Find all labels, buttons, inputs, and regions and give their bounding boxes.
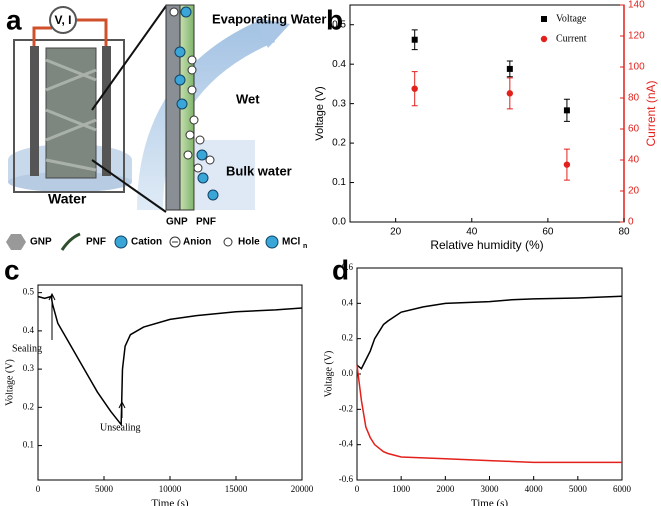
panel-label: d xyxy=(332,254,349,285)
x-tick-label: 15000 xyxy=(225,484,248,494)
legend-label: Voltage xyxy=(556,13,587,24)
y-tick-label: 0.0 xyxy=(332,217,346,228)
x-tick-label: 60 xyxy=(542,227,554,238)
water-label: Water xyxy=(48,191,87,207)
legend-label: Hole xyxy=(238,237,260,248)
point xyxy=(506,65,513,72)
x-axis-label: Time (s) xyxy=(151,498,189,506)
strip-label: GNP xyxy=(166,217,188,228)
x-tick-label: 1000 xyxy=(392,484,411,494)
line-series xyxy=(37,295,303,427)
y-axis-label: Voltage (V) xyxy=(314,86,326,140)
x-tick-label: 3000 xyxy=(481,484,500,494)
y2-tick-label: 80 xyxy=(628,93,640,104)
y-tick-label: -0.4 xyxy=(339,439,354,449)
legend-label: Anion xyxy=(183,237,211,248)
meter-label: V, I xyxy=(55,13,72,27)
y2-tick-label: 0 xyxy=(628,217,634,228)
y-tick-label: 0.4 xyxy=(332,59,346,70)
y2-tick-label: 60 xyxy=(628,124,640,135)
y2-tick-label: 140 xyxy=(628,0,645,11)
point xyxy=(506,90,514,97)
y-tick-label: 0.2 xyxy=(342,333,353,343)
y-tick-label: 0.5 xyxy=(23,287,35,297)
panel-label: c xyxy=(4,254,20,285)
legend-label: MCl xyxy=(282,237,301,248)
y-tick-label: 0.6 xyxy=(342,262,354,272)
y2-tick-label: 100 xyxy=(628,62,645,73)
x-tick-label: 5000 xyxy=(569,484,588,494)
annotation: Sealing xyxy=(12,343,42,354)
x-tick-label: 20 xyxy=(390,227,402,238)
x-tick-label: 80 xyxy=(618,227,630,238)
y-tick-label: 0.0 xyxy=(342,368,354,378)
legend-label: Cation xyxy=(131,237,162,248)
x-tick-label: 20000 xyxy=(291,484,314,494)
x-tick-label: 2000 xyxy=(436,484,455,494)
y-tick-label: 0.4 xyxy=(342,297,354,307)
x-tick-label: 0 xyxy=(355,484,360,494)
line-series xyxy=(356,365,622,464)
x-tick-label: 4000 xyxy=(525,484,544,494)
point xyxy=(563,107,570,114)
chart: 0 1000 2000 3000 4000 5000 6000 -0.6 -0.4 -0.2 0.0… xyxy=(323,262,631,506)
y-tick-label: 0.1 xyxy=(332,177,346,188)
y-tick-label: 0.3 xyxy=(332,98,346,109)
point xyxy=(411,36,418,43)
x-tick-label: 40 xyxy=(466,227,478,238)
legend-subscript: n xyxy=(303,243,307,250)
x-tick-label: 10000 xyxy=(159,484,182,494)
plot-frame xyxy=(356,267,623,481)
panel-label: a xyxy=(6,4,22,35)
y2-tick-label: 20 xyxy=(628,186,640,197)
legend-label: GNP xyxy=(30,237,52,248)
legend-label: PNF xyxy=(86,237,106,248)
label: Wet xyxy=(236,91,260,106)
y-tick-label: 0.5 xyxy=(332,19,346,30)
diagram: V, I Water Evaporating Water Wet Bulk wa… xyxy=(8,4,326,228)
legend-marker xyxy=(541,16,547,22)
y-axis-label: Voltage (V) xyxy=(4,359,15,406)
line-series xyxy=(356,295,623,370)
y-axis-label: Voltage (V) xyxy=(323,351,334,398)
strip-label: PNF xyxy=(196,217,216,228)
label: Bulk water xyxy=(226,163,292,178)
x-tick-label: 5000 xyxy=(95,484,114,494)
label: Evaporating Water xyxy=(212,11,326,26)
annotation-arrow xyxy=(48,292,56,340)
x-axis-label: Relative humidity (%) xyxy=(430,238,543,252)
point xyxy=(563,161,571,168)
x-tick-label: 6000 xyxy=(613,484,632,494)
y-tick-label: -0.2 xyxy=(339,403,353,413)
legend-marker xyxy=(540,35,548,43)
chart: 0 5000 10000 15000 20000 0.1 0.2 0.3 0.4 0.5 Time … xyxy=(4,284,314,506)
plot-frame xyxy=(37,284,303,481)
y2-tick-label: 40 xyxy=(628,155,640,166)
x-tick-label: 0 xyxy=(36,484,41,494)
y-tick-label: 0.4 xyxy=(23,325,35,335)
legend-label: Current xyxy=(556,33,587,44)
panel-label: b xyxy=(326,4,343,35)
y-tick-label: 0.1 xyxy=(23,440,34,450)
annotation: Unsealing xyxy=(100,422,141,433)
y2-axis-label: Current (nA) xyxy=(644,80,658,146)
diagram-legend: GNP PNF Cation Anion Hole MCl n xyxy=(6,232,307,251)
y-tick-label: 0.3 xyxy=(23,363,35,373)
y-tick-label: -0.6 xyxy=(339,474,354,484)
chart: 20 40 60 80 0.0 0.1 0.2 0.3 0.4 0.5 0 20 40 60 80 100 12… xyxy=(314,0,658,252)
x-axis-label: Time (s) xyxy=(471,498,509,506)
point xyxy=(411,85,418,92)
y-tick-label: 0.2 xyxy=(332,138,346,149)
y2-tick-label: 120 xyxy=(628,31,645,42)
y-tick-label: 0.2 xyxy=(23,401,34,411)
annotation-arrow xyxy=(118,400,126,418)
